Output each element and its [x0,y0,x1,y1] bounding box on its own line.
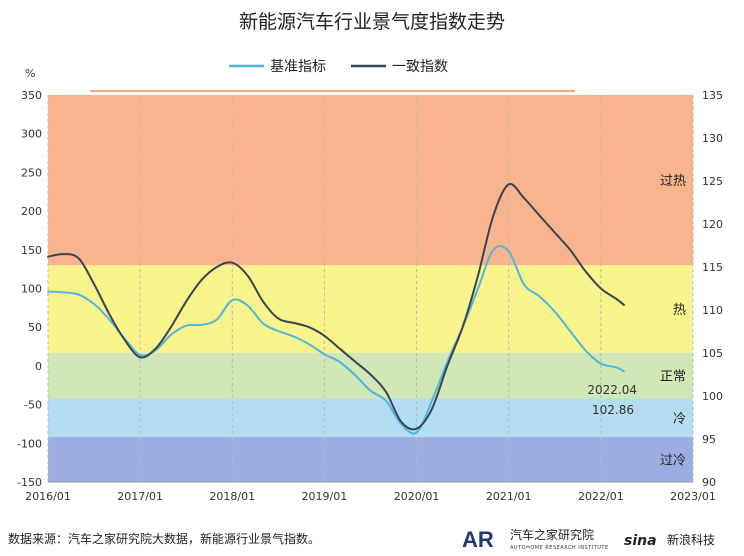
x-tick-1: 2017/01 [117,490,163,503]
x-tick-7: 2023/01 [670,490,716,503]
zone-band-3 [48,398,693,438]
zone-label-4: 过冷 [660,454,686,469]
x-axis: 2016/01 2017/01 2018/01 2019/01 2020/01 2021/… [25,490,716,503]
zone-label-3: 冷 [673,412,686,427]
right-tick-1: 130 [702,132,723,145]
left-axis: 350 300 250 200 150 100 50 0 -50 -100 -150 [17,89,42,489]
zone-label-1: 热 [673,303,686,318]
sina-name: 新浪科技 [667,532,715,547]
ar-subtitle: AUTOHOME RESEARCH INSTITUTE [510,545,609,551]
right-axis: 135 130 125 120 115 110 105 100 95 90 [702,89,723,489]
x-tick-5: 2021/01 [486,490,532,503]
ar-logo-mark: AR [462,527,494,552]
left-tick-4: 150 [21,244,42,257]
zone-band-4 [48,437,693,482]
x-tick-2: 2018/01 [209,490,255,503]
x-tick-3: 2019/01 [302,490,348,503]
right-tick-9: 90 [702,476,716,489]
end-annotation: 2022.04 102.86 [587,383,637,417]
zone-band-1 [48,265,693,353]
left-tick-1: 300 [21,128,42,141]
left-axis-unit: % [25,67,35,80]
right-tick-0: 135 [702,89,723,102]
left-tick-6: 50 [28,321,42,334]
sina-logo-mark: sina [624,533,657,549]
autohome-logo: AR 汽车之家研究院 AUTOHOME RESEARCH INSTITUTE [462,527,609,552]
right-tick-5: 110 [702,304,723,317]
left-tick-9: -100 [17,437,42,450]
left-tick-8: -50 [24,399,42,412]
right-tick-8: 95 [702,433,716,446]
left-tick-3: 200 [21,205,42,218]
left-tick-5: 100 [21,283,42,296]
series-layer [47,182,625,435]
left-tick-0: 350 [21,89,42,102]
right-tick-7: 100 [702,390,723,403]
footer-source: 数据来源：汽车之家研究院大数据，新能源行业景气指数。 [8,531,320,546]
left-tick-7: 0 [35,360,42,373]
chart-title: 新能源汽车行业景气度指数走势 [239,11,505,33]
zone-label-0: 过热 [660,174,686,189]
right-tick-4: 115 [702,261,723,274]
zone-band-0 [48,95,693,266]
series-line-1 [47,182,625,431]
annotation-value: 102.86 [592,403,634,417]
legend-label-benchmark: 基准指标 [270,58,326,75]
x-tick-0: 2016/01 [25,490,71,503]
right-tick-6: 105 [702,347,723,360]
left-tick-10: -150 [17,476,42,489]
legend: 基准指标 一致指数 [229,58,448,75]
right-tick-2: 125 [702,175,723,188]
sina-logo: sina 新浪科技 [624,532,715,549]
legend-label-coincident: 一致指数 [392,59,448,75]
annotation-date: 2022.04 [587,383,637,397]
x-tick-4: 2020/01 [394,490,440,503]
right-tick-3: 120 [702,218,723,231]
left-tick-2: 250 [21,166,42,179]
zone-label-2: 正常 [660,370,686,385]
series-line-0 [47,245,625,435]
ar-name: 汽车之家研究院 [510,527,594,542]
x-tick-6: 2022/01 [578,490,624,503]
